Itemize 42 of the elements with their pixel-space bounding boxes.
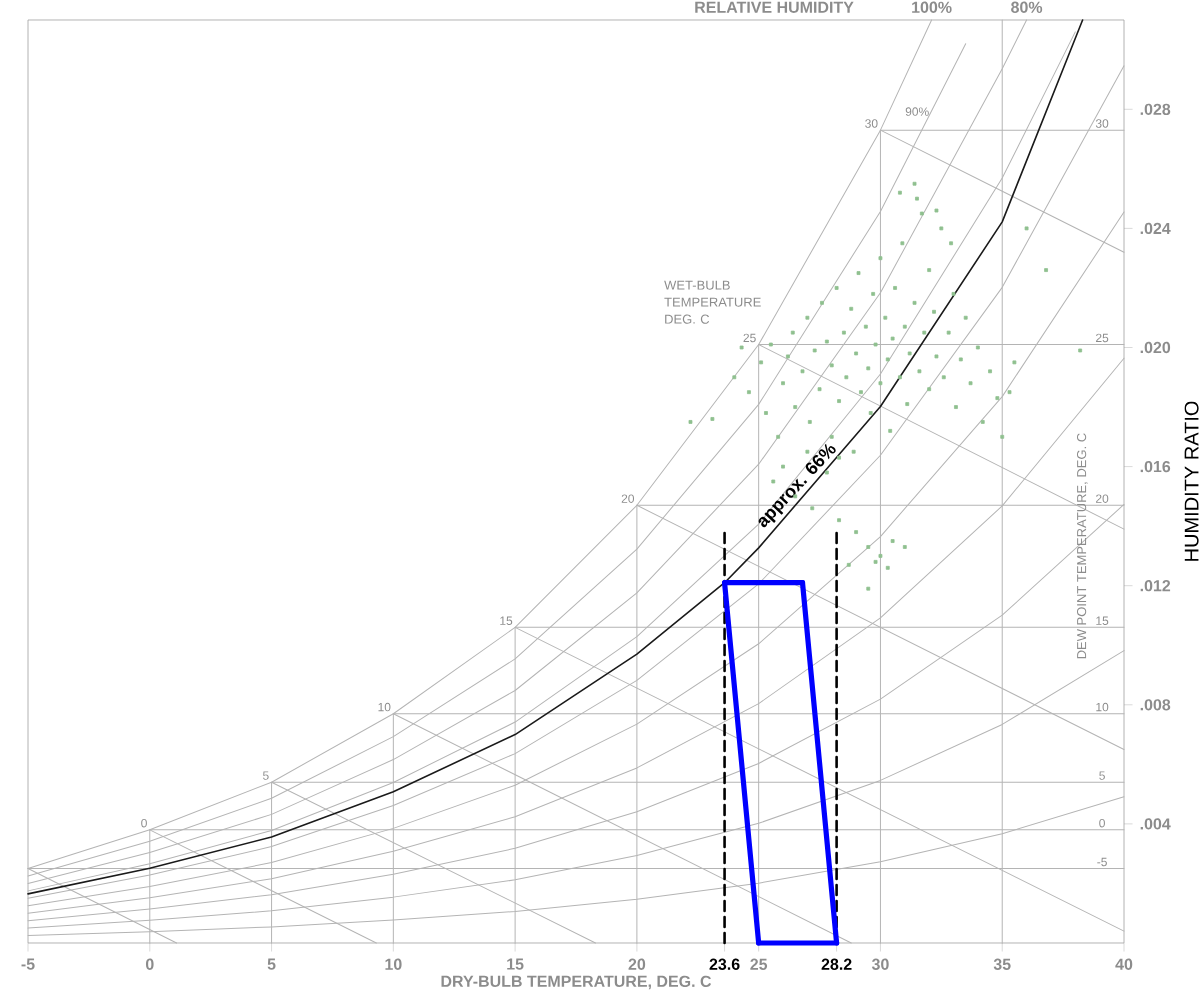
annotation: 15 bbox=[1096, 616, 1109, 625]
annotation: -5 bbox=[1097, 857, 1107, 867]
annotation: 0 bbox=[1099, 818, 1105, 828]
annotation: 15 bbox=[500, 616, 513, 625]
y-tick-label: .008 bbox=[1140, 699, 1171, 711]
annotation: 30 bbox=[865, 119, 878, 128]
x-tick-label: 15 bbox=[507, 958, 524, 970]
annotation: 25 bbox=[743, 333, 756, 343]
x-tick-label: 5 bbox=[267, 958, 276, 970]
annotation: WET-BULB TEMPERATURE DEG. C bbox=[664, 280, 761, 324]
annotation: 10 bbox=[378, 702, 391, 712]
text: RELATIVE HUMIDITY bbox=[695, 1, 854, 13]
x-tick-label: 0 bbox=[145, 958, 154, 970]
annotation: 5 bbox=[262, 771, 269, 780]
y-tick-label: .016 bbox=[1140, 460, 1171, 473]
annotation: 20 bbox=[621, 494, 635, 503]
annotation: 0 bbox=[141, 818, 147, 828]
annotation: 10 bbox=[1096, 702, 1109, 712]
y-tick-label: .020 bbox=[1140, 341, 1171, 354]
y-tick-label: .024 bbox=[1140, 222, 1171, 235]
annotation: 90% bbox=[905, 107, 929, 116]
x-tick-label: 10 bbox=[385, 958, 402, 970]
x-tick-label: 25 bbox=[750, 958, 768, 970]
annotation: DEW POINT TEMPERATURE, DEG. C bbox=[1077, 433, 1088, 659]
series-label: 80% bbox=[1011, 1, 1043, 13]
annotation: 25 bbox=[1096, 333, 1109, 343]
annotation: 5 bbox=[1099, 771, 1105, 780]
x-axis-title: DRY-BULB TEMPERATURE, DEG. C bbox=[441, 975, 712, 990]
annotation: 20 bbox=[1096, 494, 1109, 503]
y-tick-label: .012 bbox=[1140, 580, 1171, 592]
y-tick-label: .004 bbox=[1140, 818, 1171, 830]
x-tick-label: 40 bbox=[1115, 958, 1133, 970]
x-tick-label: -5 bbox=[21, 958, 35, 970]
x-tick-label: 23.6 bbox=[709, 958, 740, 970]
series-label: 100% bbox=[912, 1, 952, 13]
x-tick-label: 28.2 bbox=[821, 958, 852, 970]
y-axis-title: HUMIDITY RATIO bbox=[1184, 401, 1199, 561]
x-tick-label: 20 bbox=[628, 958, 646, 970]
annotation: 30 bbox=[1095, 119, 1109, 128]
y-tick-label: .028 bbox=[1140, 103, 1171, 115]
x-tick-label: 35 bbox=[993, 958, 1011, 970]
x-tick-label: 30 bbox=[871, 958, 889, 970]
